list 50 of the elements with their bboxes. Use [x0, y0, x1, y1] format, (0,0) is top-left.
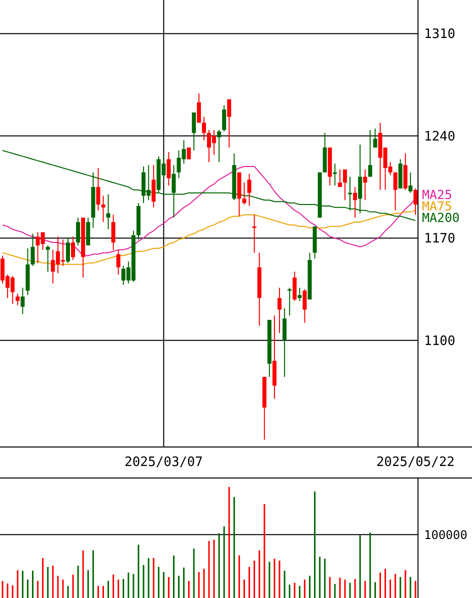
candlestick	[86, 217, 90, 246]
candlestick	[106, 194, 110, 230]
candlestick	[408, 172, 412, 194]
candlestick	[166, 151, 171, 186]
candlestick	[217, 130, 222, 163]
text: 100000	[424, 528, 468, 542]
candlestick	[368, 130, 372, 178]
candlestick	[302, 288, 307, 324]
candlestick	[227, 98, 232, 148]
candlestick	[298, 287, 302, 302]
candlestick	[332, 163, 337, 186]
candlestick	[76, 217, 80, 246]
candlestick	[192, 112, 196, 151]
candlestick	[71, 236, 76, 261]
candlestick	[282, 308, 287, 378]
candlestick	[66, 238, 70, 264]
y-tick-label: 1240	[424, 129, 456, 144]
candlestick	[393, 172, 398, 211]
candlestick	[292, 271, 297, 302]
candlestick	[101, 195, 106, 223]
candlestick	[413, 188, 418, 216]
y-tick-label: 1310	[424, 27, 456, 42]
candlestick	[96, 167, 100, 211]
candlestick	[152, 164, 156, 208]
candlestick	[353, 186, 358, 218]
x-tick-label: 2025/03/07	[124, 455, 203, 470]
candlestick	[288, 287, 292, 316]
candlestick	[252, 214, 256, 254]
candlestick	[247, 173, 252, 206]
candlestick	[338, 168, 342, 188]
candlestick	[373, 128, 378, 148]
candlestick	[20, 287, 25, 315]
y-tick-label: 1170	[424, 232, 456, 247]
candlestick	[111, 214, 116, 250]
candlestick	[172, 164, 176, 218]
candlestick	[403, 152, 408, 190]
candlestick	[196, 92, 201, 124]
candlestick	[46, 244, 50, 272]
y-tick-label: 1100	[424, 334, 456, 349]
candlestick	[363, 168, 368, 201]
candlestick	[16, 293, 20, 306]
candlestick	[222, 104, 226, 132]
candlestick	[278, 287, 282, 334]
candlestick	[116, 249, 120, 276]
candlestick	[342, 168, 347, 201]
candlestick	[348, 176, 352, 211]
candlestick	[202, 116, 206, 141]
candlestick	[242, 182, 246, 206]
candlestick	[30, 233, 35, 266]
x-tick-label: 2025/05/22	[376, 455, 455, 470]
